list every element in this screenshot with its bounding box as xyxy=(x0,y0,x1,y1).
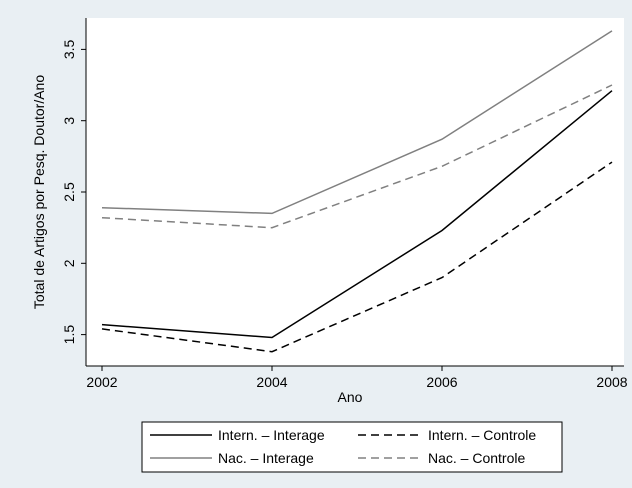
x-tick-label: 2004 xyxy=(256,374,287,390)
series-layer xyxy=(101,30,613,353)
series-line-2 xyxy=(101,161,613,353)
x-axis-title: Ano xyxy=(338,389,363,405)
y-axis-title: Total de Artigos por Pesq. Doutor/Ano xyxy=(31,75,47,309)
legend-label-1: Intern. – Interage xyxy=(218,427,325,443)
series-line-3 xyxy=(101,30,613,215)
y-tick-label: 2 xyxy=(61,259,77,267)
legend-box xyxy=(141,421,563,473)
legend: Intern. – Interage Intern. – Controle Nac.… xyxy=(141,421,563,473)
series-line-1 xyxy=(101,90,613,339)
legend-label-3: Nac. – Interage xyxy=(218,450,314,466)
plot-area xyxy=(86,18,624,366)
x-tick-label: 2008 xyxy=(596,374,627,390)
legend-label-4: Nac. – Controle xyxy=(428,450,525,466)
y-tick-label: 2.5 xyxy=(61,182,77,202)
y-tick-label: 3 xyxy=(61,117,77,125)
x-tick-label: 2006 xyxy=(426,374,457,390)
legend-label-2: Intern. – Controle xyxy=(428,427,536,443)
x-tick-label: 2002 xyxy=(86,374,117,390)
axes: 1.5 2 2.5 3 3.5 2002 2004 2006 2008 xyxy=(61,18,628,390)
y-tick-label: 1.5 xyxy=(61,325,77,345)
y-tick-label: 3.5 xyxy=(61,39,77,59)
series-line-4 xyxy=(101,84,613,229)
